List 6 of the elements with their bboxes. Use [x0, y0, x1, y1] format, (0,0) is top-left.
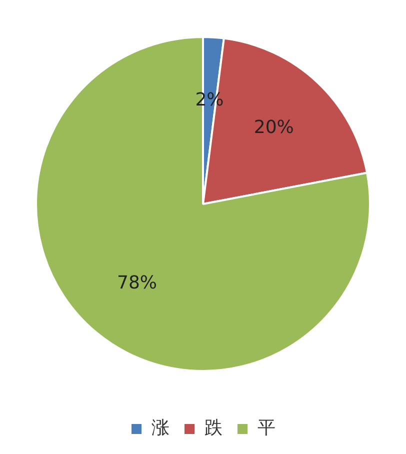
legend-label: 平: [258, 418, 276, 439]
legend-label: 跌: [204, 418, 222, 439]
legend-label: 涨: [152, 418, 170, 439]
data-label: 20%: [254, 117, 294, 138]
data-label: 2%: [195, 89, 224, 110]
data-label: 78%: [116, 272, 158, 294]
